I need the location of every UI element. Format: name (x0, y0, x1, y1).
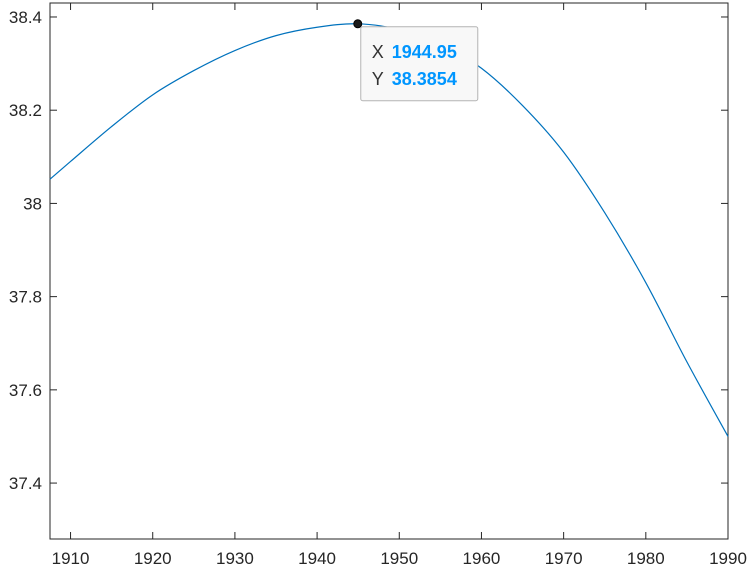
datatip-y-value: 38.3854 (392, 69, 457, 89)
x-tick-label: 1950 (380, 549, 418, 568)
y-tick-label: 37.8 (9, 288, 42, 307)
x-tick-label: 1970 (545, 549, 583, 568)
x-tick-label: 1920 (134, 549, 172, 568)
datatip-box[interactable] (360, 26, 479, 102)
y-tick-label: 38.2 (9, 101, 42, 120)
datatip-marker[interactable] (353, 19, 363, 29)
y-tick-label: 38.4 (9, 8, 42, 27)
x-tick-label: 1930 (216, 549, 254, 568)
x-tick-label: 1990 (709, 549, 747, 568)
datatip-y-key: Y (372, 69, 384, 89)
x-tick-label: 1980 (627, 549, 665, 568)
y-tick-label: 37.6 (9, 381, 42, 400)
ticks: 1910 1920 1930 1940 1950 1960 1970 1980 1990 37.4… (9, 3, 747, 568)
datatip-x-value: 1944.95 (392, 42, 457, 62)
x-tick-label: 1960 (463, 549, 501, 568)
y-tick-label: 38 (23, 194, 42, 213)
x-tick-label: 1940 (298, 549, 336, 568)
y-tick-label: 37.4 (9, 474, 42, 493)
x-tick-label: 1910 (52, 549, 90, 568)
datatip-x-key: X (372, 42, 384, 62)
datatip[interactable]: X 1944.95 Y 38.3854 (353, 19, 479, 102)
